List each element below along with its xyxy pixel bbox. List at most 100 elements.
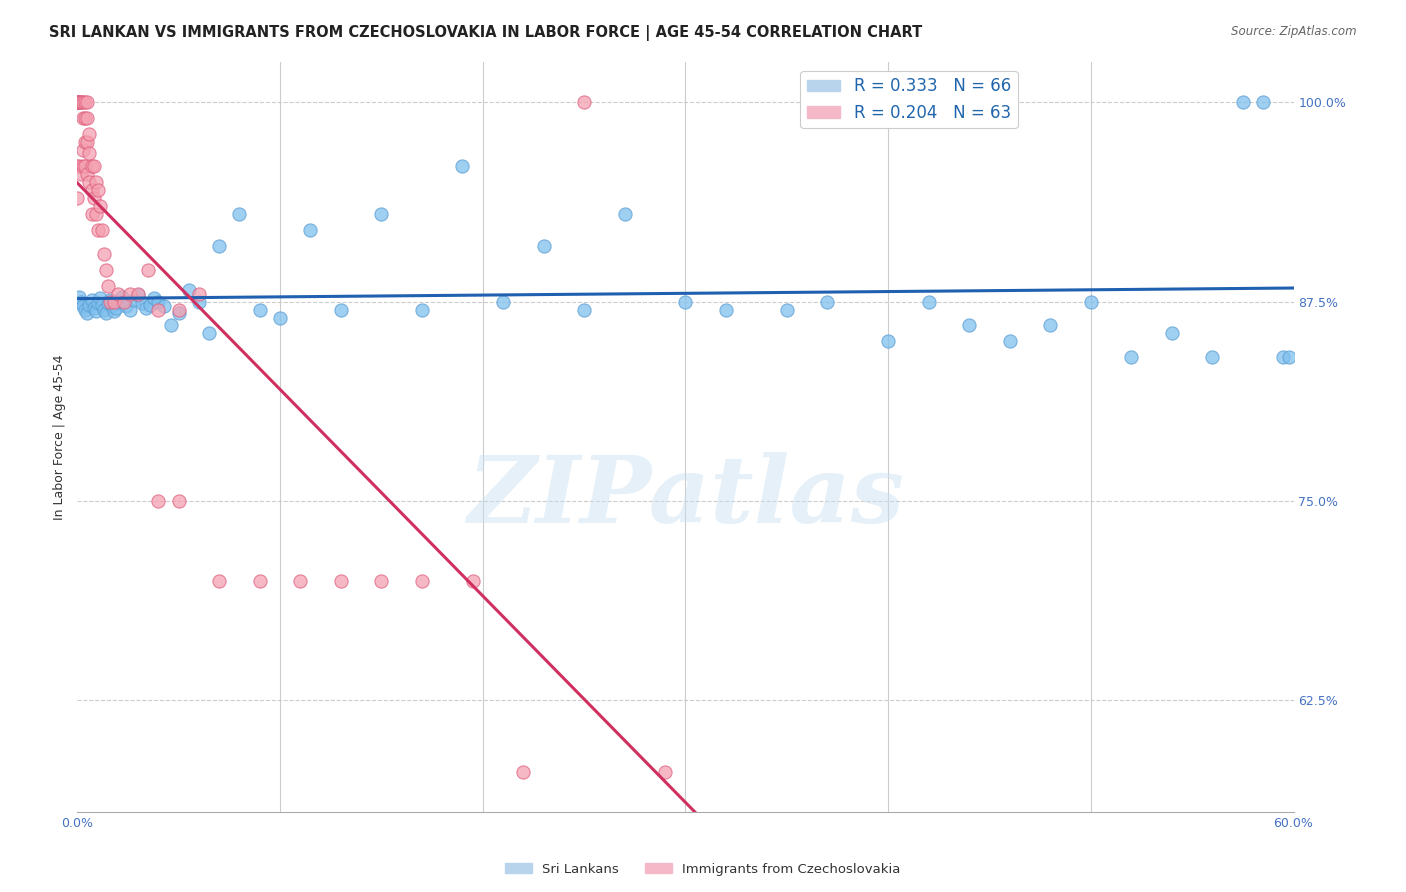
Point (188, 294, 211, 309)
Point (67, 95, 90, 110)
Point (107, 286, 129, 301)
Point (72, 299, 94, 313)
Point (148, 294, 170, 309)
Point (97, 296, 120, 310)
Point (70, 95, 93, 110)
Point (93, 246, 115, 260)
Text: SRI LANKAN VS IMMIGRANTS FROM CZECHOSLOVAKIA IN LABOR FORCE | AGE 45-54 CORRELAT: SRI LANKAN VS IMMIGRANTS FROM CZECHOSLOV… (49, 25, 922, 41)
Point (70, 95, 93, 110)
Point (79, 146, 101, 161)
Point (66, 95, 89, 110)
Point (118, 286, 141, 301)
Point (1080, 294, 1102, 309)
Point (72, 112, 94, 126)
Point (76, 95, 98, 110)
Point (159, 318, 181, 333)
Legend: R = 0.333   N = 66, R = 0.204   N = 63: R = 0.333 N = 66, R = 0.204 N = 63 (800, 70, 1018, 128)
Point (80, 159, 103, 173)
Point (101, 299, 124, 313)
Point (75, 302, 97, 317)
Point (86, 223, 108, 237)
Point (572, 302, 595, 317)
Point (492, 294, 515, 309)
Point (97, 278, 120, 293)
Point (776, 302, 799, 317)
Point (107, 294, 129, 309)
Point (299, 223, 322, 237)
Point (80, 183, 103, 197)
Point (1232, 95, 1254, 110)
Point (76, 112, 98, 126)
Point (127, 288, 149, 302)
Point (153, 299, 176, 313)
Point (269, 310, 291, 325)
Point (139, 298, 162, 312)
Point (127, 286, 149, 301)
Text: Source: ZipAtlas.com: Source: ZipAtlas.com (1232, 25, 1357, 38)
Point (290, 574, 312, 588)
Point (118, 302, 141, 317)
Point (208, 574, 231, 588)
Point (329, 574, 352, 588)
Point (93, 302, 115, 317)
Point (370, 574, 392, 588)
Point (84, 175, 107, 189)
Point (67, 290, 90, 304)
Text: ZIPatlas: ZIPatlas (467, 452, 904, 542)
Point (329, 302, 352, 317)
Point (103, 294, 125, 309)
Point (148, 302, 170, 317)
Point (998, 334, 1021, 349)
Point (1278, 351, 1301, 365)
Point (75, 95, 97, 110)
Point (613, 207, 636, 221)
Point (249, 574, 271, 588)
Point (70, 167, 93, 181)
Point (67, 95, 90, 110)
Point (86, 183, 108, 197)
Point (80, 207, 103, 221)
Point (115, 299, 138, 313)
Point (66, 191, 89, 205)
Point (208, 239, 231, 253)
Point (84, 304, 107, 318)
Point (66, 95, 89, 110)
Point (66, 159, 89, 173)
Point (70, 294, 93, 309)
Point (67, 159, 90, 173)
Point (918, 294, 941, 309)
Point (79, 127, 101, 141)
Point (72, 159, 94, 173)
Point (131, 296, 153, 310)
Point (112, 294, 135, 309)
Y-axis label: In Labor Force | Age 45-54: In Labor Force | Age 45-54 (53, 354, 66, 520)
Legend: Sri Lankans, Immigrants from Czechoslovakia: Sri Lankans, Immigrants from Czechoslova… (501, 857, 905, 881)
Point (177, 284, 200, 298)
Point (75, 112, 97, 126)
Point (76, 167, 98, 181)
Point (167, 302, 190, 317)
Point (79, 175, 101, 189)
Point (89, 199, 111, 213)
Point (143, 292, 166, 306)
Point (228, 207, 250, 221)
Point (815, 294, 838, 309)
Point (76, 135, 98, 149)
Point (136, 262, 159, 277)
Point (83, 301, 105, 315)
Point (461, 574, 484, 588)
Point (1161, 326, 1184, 341)
Point (1121, 351, 1143, 365)
Point (75, 159, 97, 173)
Point (1272, 351, 1295, 365)
Point (1251, 95, 1274, 110)
Point (94, 262, 117, 277)
Point (80, 293, 103, 307)
Point (76, 306, 98, 320)
Point (512, 764, 534, 779)
Point (66, 95, 89, 110)
Point (411, 574, 433, 588)
Point (533, 239, 555, 253)
Point (90, 223, 112, 237)
Point (411, 302, 433, 317)
